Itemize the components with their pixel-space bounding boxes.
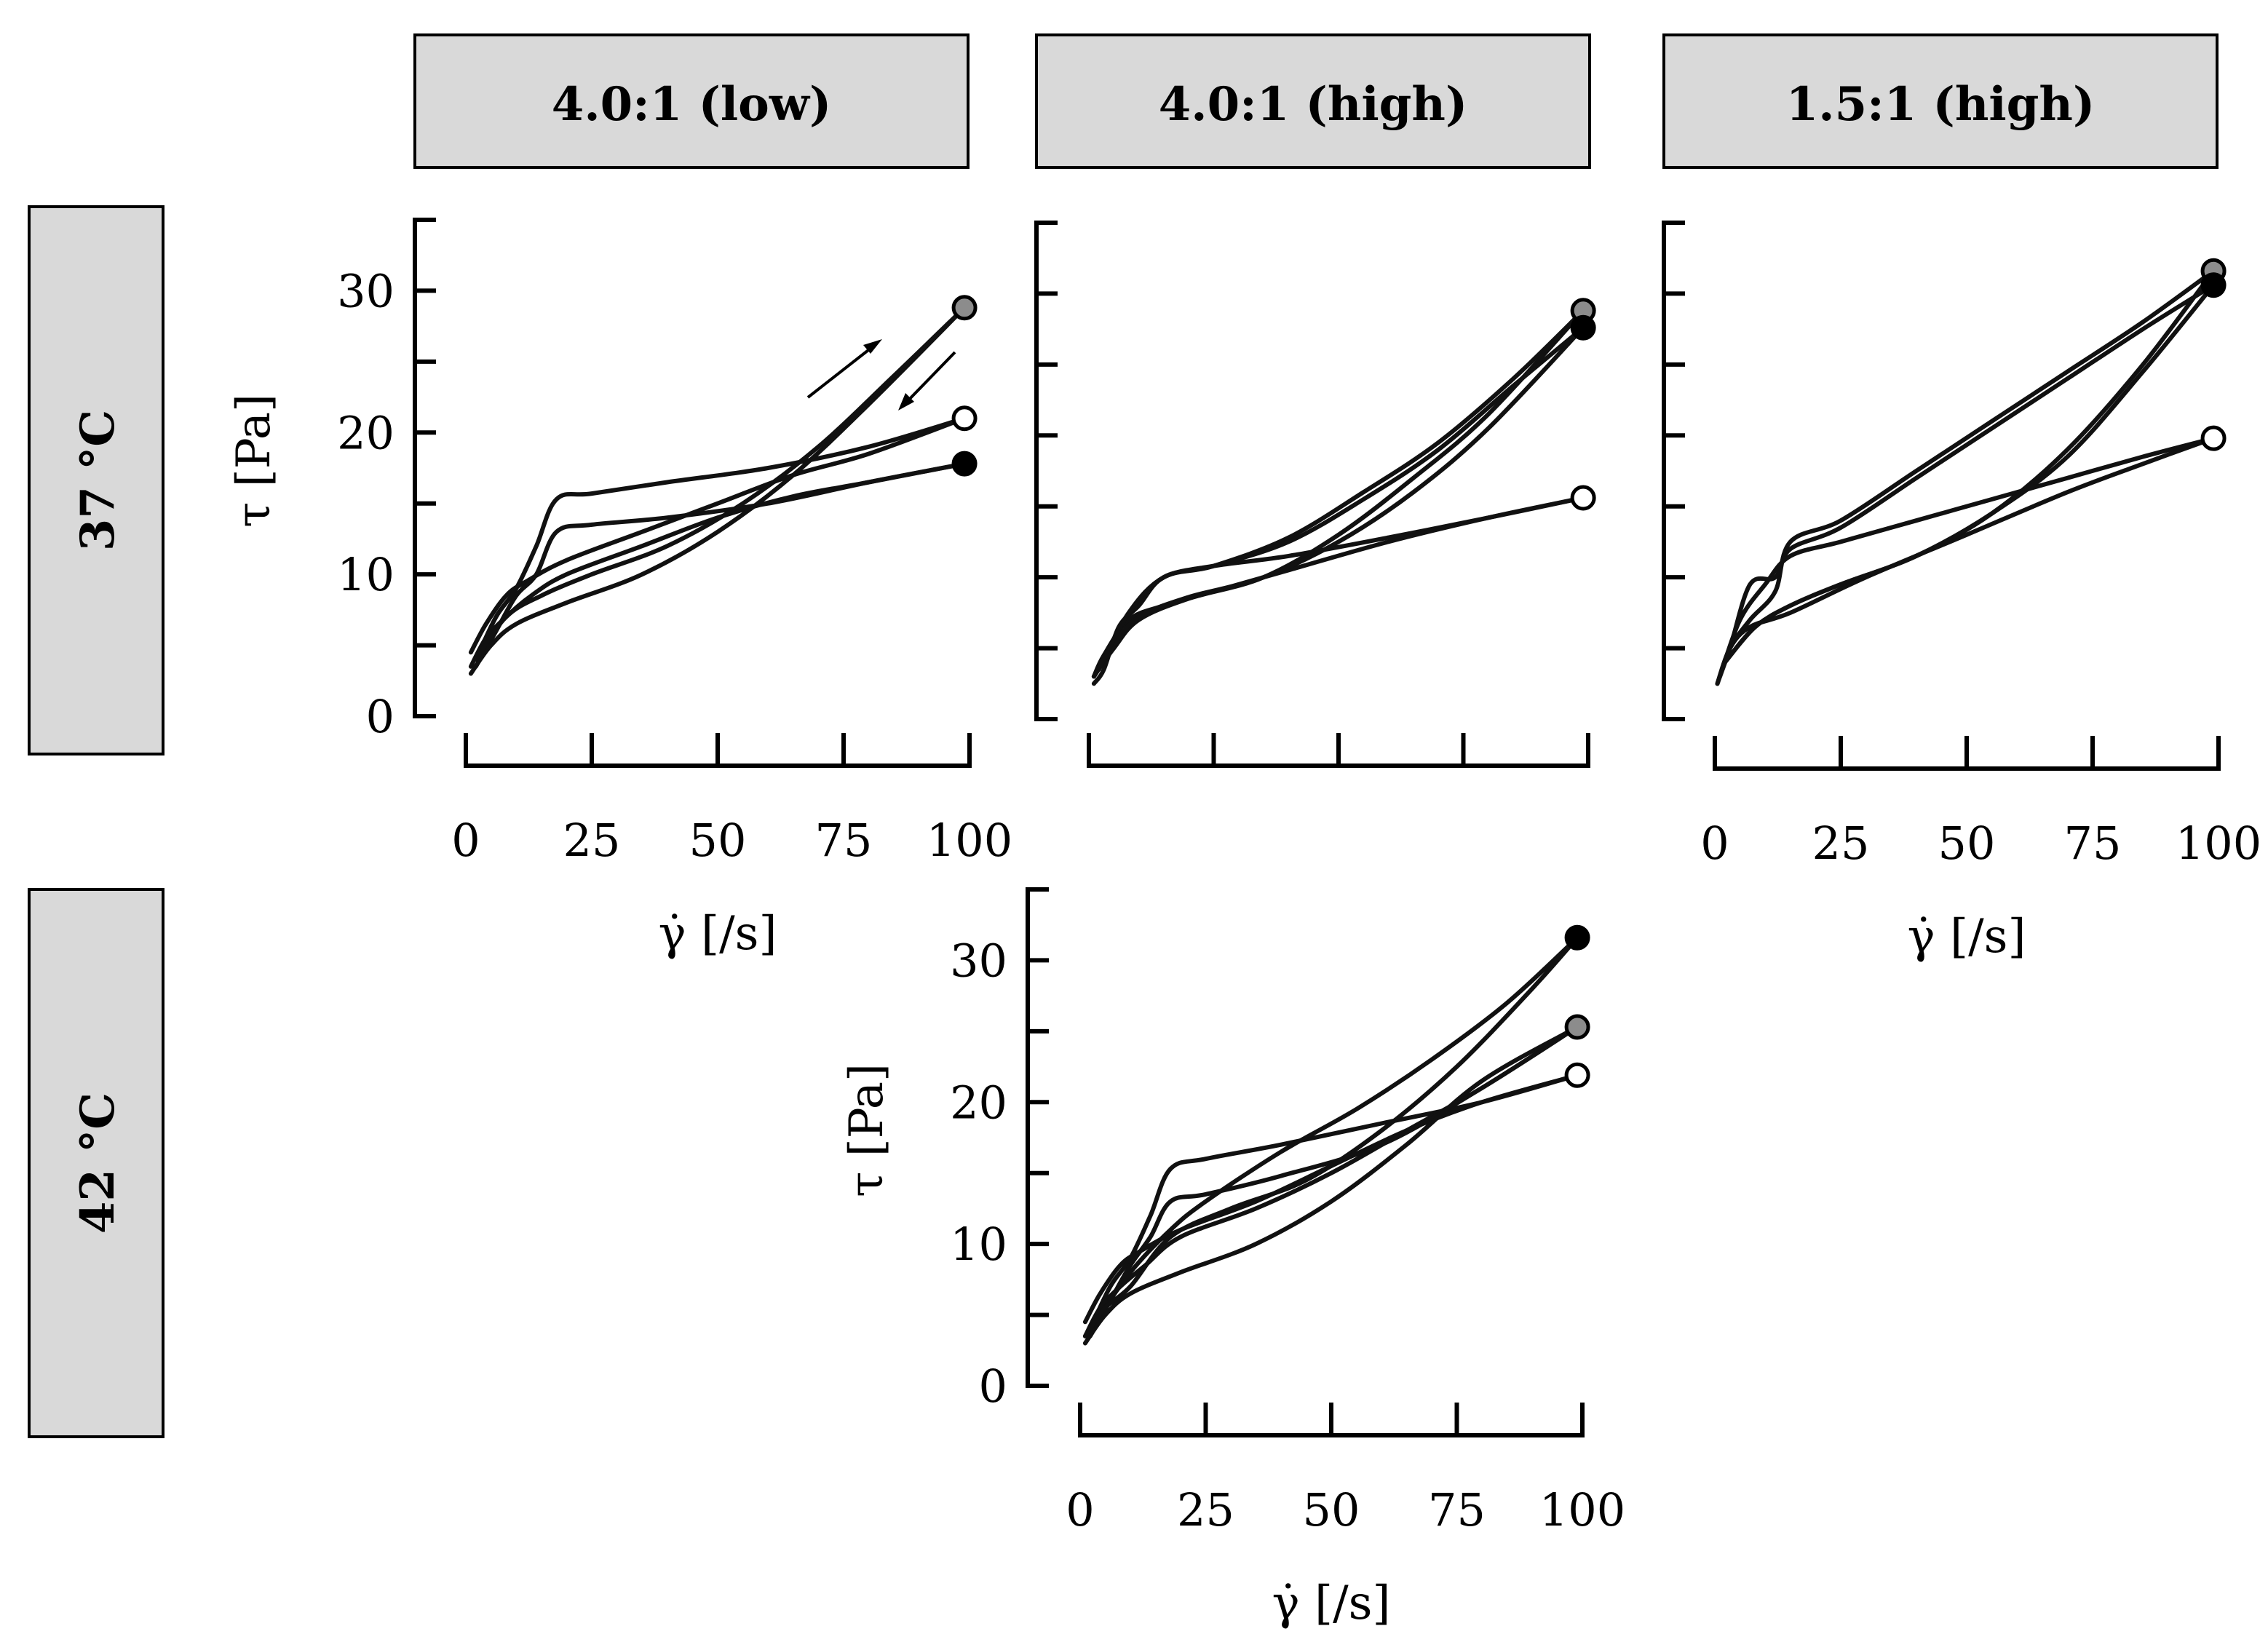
37c-4.0low-marker-open <box>951 405 978 432</box>
37c-1.5high-x-tick-label: 0 <box>1700 817 1729 870</box>
37c-4.0high-curve-black-up <box>1091 325 1586 679</box>
42c-4.0high-x-tick-label: 25 <box>1177 1483 1234 1536</box>
37c-4.0low-y-tick-label: 10 <box>337 548 394 601</box>
column-header-2-text: 4.0:1 (high) <box>1159 77 1467 132</box>
37c-4.0low-x-tick-label: 25 <box>563 814 621 867</box>
down-arrow <box>904 351 956 405</box>
row-header-1-text: 37 °C <box>71 410 125 551</box>
37c-1.5high-x-tick-label: 100 <box>2176 817 2261 870</box>
37c-1.5high-x-tick-label: 25 <box>1812 817 1870 870</box>
column-header-3: 1.5:1 (high) <box>1662 33 2219 169</box>
37c-4.0low-curve-black-up <box>468 461 967 669</box>
37c-4.0low-curve-black-down <box>473 461 967 669</box>
42c-4.0high-x-tick-label: 100 <box>1539 1483 1625 1536</box>
37c-1.5high-curve-open-up <box>1715 436 2216 686</box>
42c-4.0high-y-tick-label: 0 <box>979 1360 1007 1413</box>
37c-4.0low-x-tick-label: 100 <box>927 814 1012 867</box>
42c-4.0high-x-axis-label: γ̇ [/s] <box>1272 1576 1391 1630</box>
37c-1.5high-marker-open <box>2200 425 2227 451</box>
42c-4.0high-x-tick-label: 0 <box>1066 1483 1094 1536</box>
row-header-2-text: 42 °C <box>71 1092 125 1234</box>
37c-1.5high-x-axis-label: γ̇ [/s] <box>1908 910 2026 964</box>
row-header-2: 42 °C <box>28 888 164 1438</box>
panel-37c-4-0-high <box>1034 221 1596 768</box>
37c-4.0low-x-tick-label: 50 <box>689 814 747 867</box>
42c-4.0high-marker-black <box>1564 924 1590 951</box>
up-arrow <box>806 344 876 399</box>
37c-1.5high-x-tick-label: 50 <box>1938 817 1996 870</box>
column-header-1-text: 4.0:1 (low) <box>552 77 831 132</box>
42c-4.0high-y-axis-label: τ [Pa] <box>840 1063 894 1197</box>
37c-4.0low-curve-gray-up <box>468 305 967 676</box>
37c-4.0high-marker-black <box>1570 314 1596 341</box>
37c-1.5high-marker-black <box>2200 272 2227 298</box>
37c-4.0low-marker-black <box>951 451 978 477</box>
42c-4.0high-marker-gray <box>1564 1014 1590 1040</box>
37c-4.0high-curve-gray-up <box>1091 308 1586 679</box>
column-header-3-text: 1.5:1 (high) <box>1786 77 2095 132</box>
37c-4.0low-curve-open-down <box>473 416 967 662</box>
42c-4.0high-curve-black-up-up <box>1082 935 1580 1338</box>
37c-4.0low-x-tick-label: 0 <box>451 814 480 867</box>
37c-4.0low-curve-open-up <box>468 416 967 655</box>
42c-4.0high-x-tick-label: 75 <box>1428 1483 1486 1536</box>
37c-4.0high-curve-open-down <box>1091 496 1586 679</box>
42c-4.0high-curve-black-up <box>1082 1025 1580 1346</box>
42c-4.0high-curve-black-down <box>1087 935 1580 1332</box>
37c-4.0high-curve-black-down <box>1096 325 1586 672</box>
down-arrow-head <box>898 393 914 410</box>
panel-42c-4-0-high: 0 10 20 30 τ [Pa] 0 25 50 75 100 γ̇ [/s] <box>840 887 1625 1630</box>
42c-4.0high-curve-open-down <box>1087 1073 1580 1332</box>
42c-4.0high-y-tick-label: 20 <box>950 1076 1007 1129</box>
37c-4.0low-x-tick-label: 75 <box>815 814 873 867</box>
37c-4.0high-curve-open-up <box>1091 496 1586 686</box>
37c-1.5high-x-tick-label: 75 <box>2064 817 2122 870</box>
37c-4.0high-marker-open <box>1570 485 1596 511</box>
37c-4.0low-y-tick-label: 0 <box>366 690 394 743</box>
37c-1.5high-curve-black-up <box>1715 282 2216 686</box>
37c-1.5high-curve-gray-up <box>1715 269 2216 686</box>
37c-4.0low-x-axis-label: γ̇ [/s] <box>659 907 777 961</box>
direction-arrows <box>806 339 956 410</box>
37c-4.0low-y-axis-label: τ [Pa] <box>227 394 281 528</box>
37c-4.0high-curve-gray-down <box>1096 308 1586 672</box>
row-header-1: 37 °C <box>28 205 164 755</box>
37c-1.5high-curve-black-down <box>1722 282 2216 665</box>
panel-37c-1-5-high: 0 25 50 75 100 γ̇ [/s] <box>1662 221 2261 964</box>
up-arrow-head <box>863 339 882 354</box>
37c-4.0low-marker-gray <box>951 295 978 321</box>
37c-1.5high-curve-open-down <box>1717 436 2216 679</box>
42c-4.0high-y-tick-label: 30 <box>950 934 1007 987</box>
panel-37c-4-0-low: 0 10 20 30 τ [Pa] 0 25 50 75 100 γ̇ [/s] <box>227 218 1012 961</box>
42c-4.0high-y-tick-label: 10 <box>950 1218 1007 1271</box>
42c-4.0high-x-tick-label: 50 <box>1303 1483 1360 1536</box>
42c-4.0high-marker-open <box>1564 1062 1590 1088</box>
column-header-2: 4.0:1 (high) <box>1035 33 1591 169</box>
column-header-1: 4.0:1 (low) <box>413 33 970 169</box>
37c-4.0low-y-tick-label: 20 <box>337 406 394 459</box>
37c-4.0low-y-tick-label: 30 <box>337 264 394 317</box>
37c-4.0low-curve-gray-down <box>473 305 967 662</box>
